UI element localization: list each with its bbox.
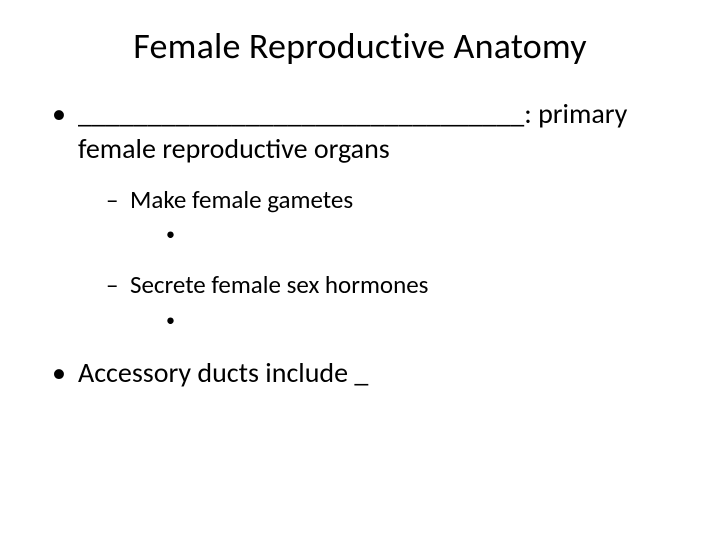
bullet-list-level3 bbox=[130, 309, 680, 331]
bullet-item: Secrete female sex hormones bbox=[106, 269, 680, 330]
slide: Female Reproductive Anatomy ____________… bbox=[0, 0, 720, 540]
bullet-item: Make female gametes bbox=[106, 184, 680, 245]
bullet-item: ________________________________: primar… bbox=[52, 96, 680, 331]
bullet-text: ________________________________: primar… bbox=[78, 96, 627, 166]
slide-title: Female Reproductive Anatomy bbox=[40, 24, 680, 68]
bullet-item: Accessory ducts include _ bbox=[52, 355, 680, 390]
bullet-list-level3 bbox=[130, 223, 680, 245]
bullet-list-level2: Make female gametes Secrete female sex h… bbox=[78, 184, 680, 331]
bullet-item bbox=[166, 309, 680, 331]
bullet-list-level1: ________________________________: primar… bbox=[40, 96, 680, 390]
bullet-text: Accessory ducts include _ bbox=[78, 355, 368, 390]
bullet-item bbox=[166, 223, 680, 245]
bullet-text: Secrete female sex hormones bbox=[130, 269, 428, 300]
bullet-text: Make female gametes bbox=[130, 184, 353, 215]
